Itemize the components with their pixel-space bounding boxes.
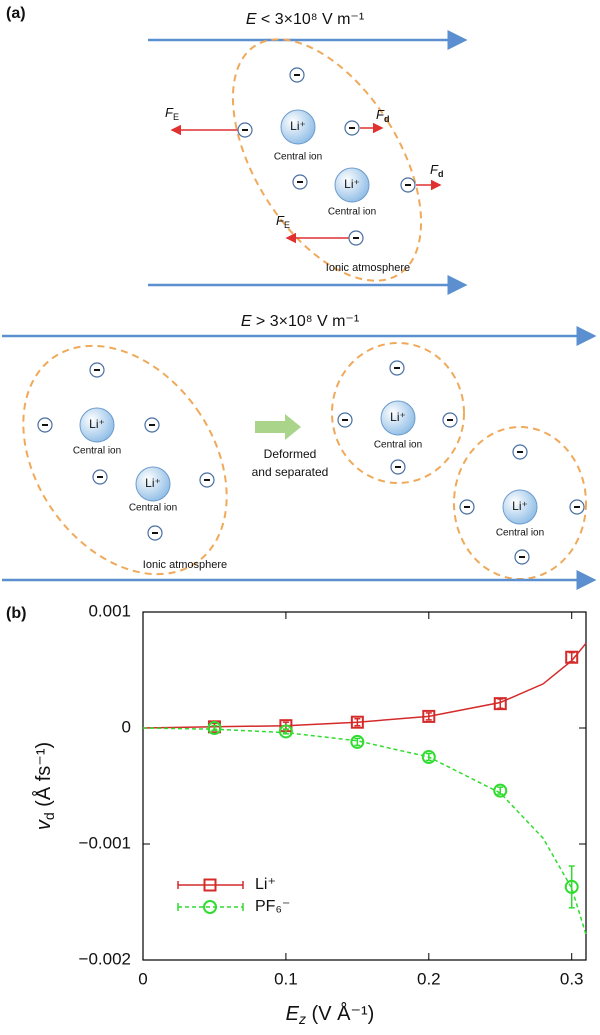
x-tick-label: 0.3 (560, 969, 584, 988)
force-subscript: d (384, 114, 390, 124)
panel-label: (a) (6, 5, 26, 22)
data-marker (207, 721, 222, 735)
central-ion (135, 466, 171, 502)
x-tick-label: 0.2 (417, 969, 441, 988)
panel-label: (b) (6, 605, 26, 622)
data-marker (350, 715, 364, 729)
force-symbol: F (165, 105, 174, 120)
force-subscript: d (438, 169, 444, 179)
ion-label: Li⁺ (290, 119, 306, 133)
transition-label: and separated (252, 465, 329, 479)
field-value: < 3×10⁸ V m⁻¹ (256, 11, 364, 28)
x-label-unit: (V Å⁻¹) (306, 1002, 374, 1025)
ionic-atmosphere (22, 344, 228, 576)
panel-b: (b) Ez (V Å⁻¹) vd (Å fs⁻¹) 0 0.1 0.2 0.3 −0.… (6, 601, 587, 1027)
ion-label: Li⁺ (344, 177, 360, 191)
data-marker (564, 879, 579, 894)
field-value: > 3×10⁸ V m⁻¹ (251, 313, 359, 330)
data-marker (565, 650, 579, 664)
x-label-symbol: E (286, 1003, 300, 1025)
central-ion (380, 400, 416, 436)
field-label: E > 3×10⁸ V m⁻¹ (241, 313, 359, 330)
y-label-unit: (Å fs⁻¹) (32, 742, 55, 813)
legend-marker (203, 900, 217, 914)
plot-frame (142, 611, 587, 961)
x-tick-label: 0 (138, 969, 147, 988)
data-marker (493, 697, 507, 711)
x-tick-label: 0.1 (274, 969, 298, 988)
central-ion (334, 167, 370, 203)
y-tick-label: 0.001 (88, 601, 131, 620)
data-marker (421, 750, 436, 764)
x-axis-label: Ez (V Å⁻¹) (286, 1002, 375, 1026)
y-tick-label: −0.001 (79, 833, 131, 852)
force-label: FE (165, 105, 179, 122)
ion-caption: Central ion (374, 440, 422, 451)
central-ion (280, 109, 316, 145)
ion-caption: Central ion (129, 503, 177, 514)
atmosphere-label: Ionic atmosphere (143, 559, 227, 571)
ionic-atmosphere (231, 38, 423, 282)
data-marker (422, 709, 436, 723)
field-symbol: E (246, 11, 257, 28)
force-subscript: E (173, 112, 179, 122)
central-ion (79, 407, 115, 443)
force-symbol: F (376, 107, 385, 122)
ion-caption: Central ion (328, 207, 376, 218)
ion-caption: Central ion (274, 152, 322, 163)
field-symbol: E (241, 313, 252, 330)
x-label-subscript: z (298, 1011, 306, 1027)
force-label: Fd (376, 107, 389, 124)
data-marker (278, 724, 293, 739)
data-marker (350, 734, 365, 749)
ion-caption: Central ion (73, 446, 121, 457)
panel-a: (a) E < 3×10⁸ V m⁻¹ FE Fd Fd FE Li⁺Centr… (2, 5, 597, 590)
y-label-subscript: d (41, 812, 57, 820)
legend-label: PF₆⁻ (255, 898, 290, 915)
legend-marker (203, 878, 217, 892)
data-marker (493, 783, 508, 798)
force-label: Fd (430, 162, 443, 179)
field-label: E < 3×10⁸ V m⁻¹ (246, 11, 364, 28)
ionic-atmosphere (331, 342, 465, 484)
fit-curve (142, 727, 587, 935)
legend-label: Li⁺ (255, 876, 276, 893)
transition-label: Deformed (264, 447, 317, 461)
y-tick-label: 0 (122, 717, 131, 736)
central-ion (502, 489, 538, 525)
atmosphere-label: Ionic atmosphere (326, 262, 410, 274)
y-axis-label: vd (Å fs⁻¹) (32, 742, 56, 830)
force-symbol: F (276, 213, 285, 228)
ion-caption: Central ion (496, 528, 544, 539)
ion-label: Li⁺ (512, 499, 528, 513)
fit-curve (142, 642, 587, 729)
force-label: FE (276, 213, 290, 230)
force-symbol: F (430, 162, 439, 177)
ion-label: Li⁺ (390, 410, 406, 424)
force-subscript: E (284, 220, 290, 230)
y-tick-label: −0.002 (79, 949, 131, 968)
y-label-symbol: v (33, 819, 55, 830)
ion-label: Li⁺ (145, 476, 161, 490)
ion-label: Li⁺ (89, 417, 105, 431)
transition-arrow (255, 414, 301, 440)
